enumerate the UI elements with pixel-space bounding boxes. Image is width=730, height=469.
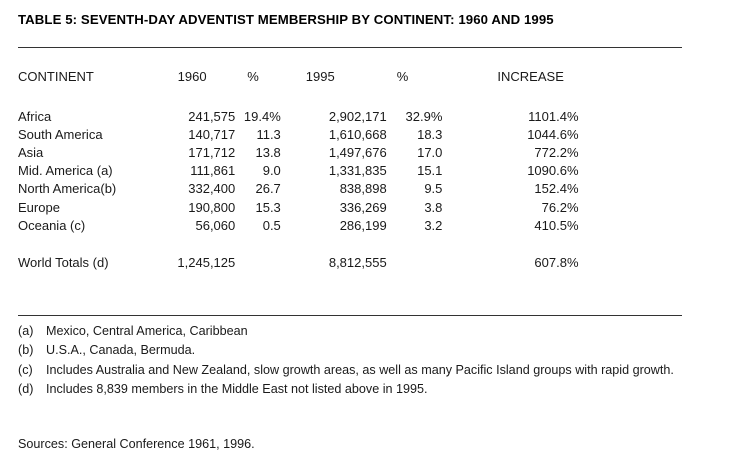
cell-increase: 410.5% <box>534 217 579 233</box>
table-row: Europe 190,800 15.3 336,269 3.8 76.2% <box>0 199 730 217</box>
table-row: North America(b) 332,400 26.7 838,898 9.… <box>0 180 730 198</box>
cell-increase: 772.2% <box>534 145 579 161</box>
cell-totals-pct-1960 <box>235 254 294 272</box>
cell-members-1995: 1,497,676 <box>328 145 387 161</box>
sources-line: Sources: General Conference 1961, 1996. <box>18 437 255 451</box>
cell-pct-1995: 18.3 <box>417 127 443 143</box>
cell-members-1995: 286,199 <box>339 217 387 233</box>
cell-totals-members-1960: 1,245,125 <box>177 254 236 270</box>
cell-continent: Asia <box>18 145 44 161</box>
table-row: Asia 171,712 13.8 1,497,676 17.0 772.2% <box>0 144 730 162</box>
cell-continent: Europe <box>18 199 60 215</box>
cell-continent: South America <box>18 127 103 143</box>
table-row: Mid. America (a) 111,861 9.0 1,331,835 1… <box>0 162 730 180</box>
cell-pct-1995: 3.2 <box>424 217 443 233</box>
footnote-b: (b) U.S.A., Canada, Bermuda. <box>18 341 718 360</box>
cell-pct-1995: 3.8 <box>424 199 443 215</box>
footnote-a: (a) Mexico, Central America, Caribbean <box>18 322 718 341</box>
cell-totals-pct-1995 <box>387 254 463 272</box>
footnote-b-mark: (b) <box>18 343 34 358</box>
table-header-row: CONTINENT 1960 % 1995 % INCREASE <box>0 68 730 86</box>
cell-spacer <box>579 180 730 198</box>
column-header-continent: CONTINENT <box>18 69 94 84</box>
footnote-c-mark: (c) <box>18 362 33 377</box>
cell-pct-1960: 15.3 <box>255 199 281 215</box>
cell-increase: 1044.6% <box>527 127 579 143</box>
cell-pct-1960: 13.8 <box>255 145 281 161</box>
cell-members-1960: 332,400 <box>188 181 236 197</box>
column-header-pct-1960: % <box>247 69 259 84</box>
cell-totals-label: World Totals (d) <box>18 254 109 270</box>
cell-spacer <box>579 162 730 180</box>
column-header-pct-1995: % <box>396 69 409 84</box>
table-body: Africa 241,575 19.4% 2,902,171 32.9% 110… <box>0 108 730 272</box>
cell-members-1960: 171,712 <box>188 145 236 161</box>
cell-pct-1960: 0.5 <box>262 217 281 233</box>
cell-spacer <box>579 144 730 162</box>
column-header-increase: INCREASE <box>497 69 564 84</box>
cell-totals-increase: 607.8% <box>534 254 579 270</box>
cell-members-1995: 336,269 <box>339 199 387 215</box>
cell-pct-1995: 32.9% <box>405 109 443 125</box>
cell-pct-1995: 15.1 <box>417 163 443 179</box>
cell-continent: North America(b) <box>18 181 117 197</box>
cell-members-1995: 1,610,668 <box>328 127 387 143</box>
cell-spacer <box>579 254 730 272</box>
table-row: South America 140,717 11.3 1,610,668 18.… <box>0 126 730 144</box>
cell-members-1960: 111,861 <box>190 163 236 179</box>
cell-increase: 152.4% <box>534 181 579 197</box>
cell-pct-1960: 19.4% <box>243 109 281 125</box>
footnote-c: (c) Includes Australia and New Zealand, s… <box>18 361 718 380</box>
footnote-d-text: Includes 8,839 members in the Middle Eas… <box>46 382 428 397</box>
cell-members-1995: 2,902,171 <box>328 109 387 125</box>
footnote-b-text: U.S.A., Canada, Bermuda. <box>46 343 196 358</box>
totals-spacer-row <box>0 235 730 254</box>
cell-pct-1960: 11.3 <box>256 127 281 143</box>
cell-pct-1995: 9.5 <box>424 181 443 197</box>
cell-totals-members-1995: 8,812,555 <box>328 254 387 270</box>
page-title: TABLE 5: SEVENTH-DAY ADVENTIST MEMBERSHI… <box>18 12 554 27</box>
column-header-1960: 1960 <box>177 69 207 84</box>
footnote-d-mark: (d) <box>18 382 34 397</box>
footnotes: (a) Mexico, Central America, Caribbean (b… <box>18 322 718 400</box>
cell-spacer <box>579 108 730 126</box>
cell-members-1960: 140,717 <box>188 127 236 143</box>
footnote-a-mark: (a) <box>18 324 34 338</box>
cell-continent: Mid. America (a) <box>18 163 113 179</box>
cell-continent: Oceania (c) <box>18 217 86 233</box>
footnote-d: (d) Includes 8,839 members in the Middle … <box>18 380 718 399</box>
cell-members-1995: 1,331,835 <box>328 163 387 179</box>
table-header: CONTINENT 1960 % 1995 % INCREASE <box>0 68 730 108</box>
table-bottom-rule <box>18 315 682 316</box>
cell-spacer <box>579 126 730 144</box>
cell-spacer <box>579 199 730 217</box>
footnote-a-text: Mexico, Central America, Caribbean <box>46 324 248 338</box>
footnote-c-text: Includes Australia and New Zealand, slow… <box>46 362 674 377</box>
cell-members-1960: 56,060 <box>195 217 236 233</box>
cell-increase: 1090.6% <box>527 163 579 179</box>
table-top-rule <box>18 47 682 48</box>
cell-increase: 76.2% <box>541 199 579 215</box>
column-header-spacer <box>579 68 730 86</box>
table-row: Oceania (c) 56,060 0.5 286,199 3.2 410.5… <box>0 217 730 235</box>
cell-spacer <box>579 217 730 235</box>
column-header-1995: 1995 <box>305 69 335 84</box>
cell-members-1960: 190,800 <box>188 199 236 215</box>
cell-increase: 1101.4% <box>528 109 579 125</box>
cell-members-1995: 838,898 <box>339 181 387 197</box>
cell-pct-1960: 9.0 <box>262 163 281 179</box>
cell-pct-1960: 26.7 <box>255 181 281 197</box>
cell-pct-1995: 17.0 <box>417 145 443 161</box>
cell-continent: Africa <box>18 109 52 125</box>
cell-members-1960: 241,575 <box>188 109 236 125</box>
table-row-totals: World Totals (d) 1,245,125 8,812,555 607… <box>0 254 730 272</box>
header-spacer-row <box>0 86 730 108</box>
table-row: Africa 241,575 19.4% 2,902,171 32.9% 110… <box>0 108 730 126</box>
membership-table: CONTINENT 1960 % 1995 % INCREASE Africa … <box>0 68 730 272</box>
